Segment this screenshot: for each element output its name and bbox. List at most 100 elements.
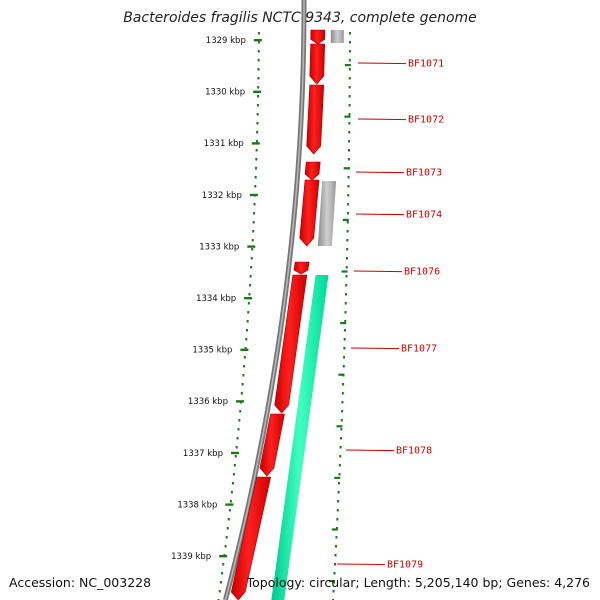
ruler-dot — [242, 374, 245, 377]
gene-forward[interactable] — [293, 261, 310, 275]
ruler-minor-tick — [344, 64, 351, 67]
gene-other[interactable] — [317, 181, 337, 246]
ruler-dot — [348, 149, 351, 152]
ruler-dot — [246, 320, 249, 323]
gene-forward[interactable] — [230, 476, 272, 600]
ruler-dot — [257, 68, 260, 71]
ruler-dot — [250, 266, 253, 269]
gene-label-leader — [353, 270, 403, 273]
ruler-minor-tick — [331, 528, 338, 531]
ruler-dot — [232, 473, 235, 476]
ruler-dot — [219, 581, 222, 584]
ruler-dot — [234, 455, 237, 458]
ruler-dot — [249, 284, 252, 287]
gene-label-leader — [357, 62, 407, 65]
ruler-minor-tick — [336, 425, 343, 428]
ruler-dot — [346, 221, 349, 224]
gene-forward[interactable] — [274, 274, 308, 414]
ruler-dot — [338, 482, 341, 485]
ruler-minor-tick — [342, 218, 349, 221]
ruler-dot — [221, 572, 224, 575]
ruler-major-tick — [225, 503, 234, 506]
ruler-tick-label: 1334 kbp — [196, 294, 236, 304]
ruler-dot — [343, 329, 346, 332]
ruler-dot — [348, 41, 351, 44]
gene-label-layer: BF1071 BF1072 BF1073 BF1074 BF1076 BF1077 BF10… — [336, 59, 444, 571]
ruler-dot — [344, 311, 347, 314]
ruler-tick-label: 1335 kbp — [192, 346, 232, 356]
ruler-dot — [344, 320, 347, 323]
ruler-dot — [348, 113, 351, 116]
ruler-major-tick — [247, 245, 256, 248]
ruler-dot — [339, 446, 342, 449]
ruler-dot — [257, 95, 260, 98]
gene-forward[interactable] — [306, 84, 325, 155]
gene-forward[interactable] — [310, 29, 326, 45]
ruler-dot — [340, 437, 343, 440]
gene-other[interactable] — [330, 30, 344, 43]
ruler-dot — [341, 401, 344, 404]
gene-forward[interactable] — [299, 179, 320, 247]
ruler-minor-tick — [341, 270, 348, 273]
ruler-dot — [332, 590, 335, 593]
ruler-dot — [341, 410, 344, 413]
ruler-dot — [342, 365, 345, 368]
ruler-dot — [257, 50, 260, 53]
ruler-dot — [228, 509, 231, 512]
gene-label[interactable]: BF1077 — [401, 344, 437, 355]
ruler-dot — [243, 365, 246, 368]
ruler-dot — [336, 509, 339, 512]
ruler-dot — [256, 131, 259, 134]
ruler-dot — [345, 284, 348, 287]
gene-label[interactable]: BF1074 — [406, 210, 442, 221]
genome-backbone — [222, 0, 307, 600]
ruler-minor-tick — [334, 476, 341, 479]
backbone-highlight — [224, 0, 305, 600]
ruler-dot — [348, 86, 351, 89]
ruler-dot — [348, 131, 351, 134]
gene-label[interactable]: BF1073 — [406, 168, 442, 179]
gene-label[interactable]: BF1071 — [408, 59, 444, 70]
ruler-dot — [227, 518, 230, 521]
ruler-tick-label: 1330 kbp — [205, 88, 245, 98]
ruler-major-tick — [230, 451, 239, 455]
gene-label[interactable]: BF1078 — [396, 446, 432, 457]
ruler-dot — [333, 572, 336, 575]
ruler-tick-label: 1337 kbp — [183, 449, 223, 459]
gene-label[interactable]: BF1072 — [408, 115, 444, 126]
gene-reverse[interactable] — [271, 275, 329, 600]
ruler-minor-tick — [329, 580, 336, 583]
gene-forward[interactable] — [259, 413, 285, 477]
gene-label[interactable]: BF1079 — [387, 560, 423, 571]
ruler-dot — [334, 545, 337, 548]
ruler-tick-label: 1338 kbp — [177, 500, 217, 510]
gene-forward[interactable] — [304, 161, 321, 181]
ruler-dot — [254, 176, 257, 179]
ruler-dot — [240, 392, 243, 395]
gene-label[interactable]: BF1076 — [404, 267, 440, 278]
ruler-dot — [346, 248, 349, 251]
ruler-dot — [251, 239, 254, 242]
ruler-dot — [346, 230, 349, 233]
ruler-dot — [347, 176, 350, 179]
ruler-dot — [245, 338, 248, 341]
ruler-dot — [257, 86, 260, 89]
ruler-dot — [347, 185, 350, 188]
ruler-dot — [343, 356, 346, 359]
ruler-dot — [243, 356, 246, 359]
ruler-dot — [337, 500, 340, 503]
ruler-dot — [348, 95, 351, 98]
ruler-dot — [238, 419, 241, 422]
ruler-minor-tick — [343, 167, 350, 170]
gene-label-leader — [350, 347, 400, 350]
gene-forward[interactable] — [309, 43, 326, 85]
ruler-dot — [255, 140, 258, 143]
ruler-dot — [247, 302, 250, 305]
ruler-dot — [345, 266, 348, 269]
ruler-dot — [348, 140, 351, 143]
ruler-tick-label: 1332 kbp — [202, 191, 242, 201]
ruler-dot — [236, 437, 239, 440]
ruler-minor-tick — [340, 322, 347, 325]
ruler-dot — [348, 122, 351, 125]
